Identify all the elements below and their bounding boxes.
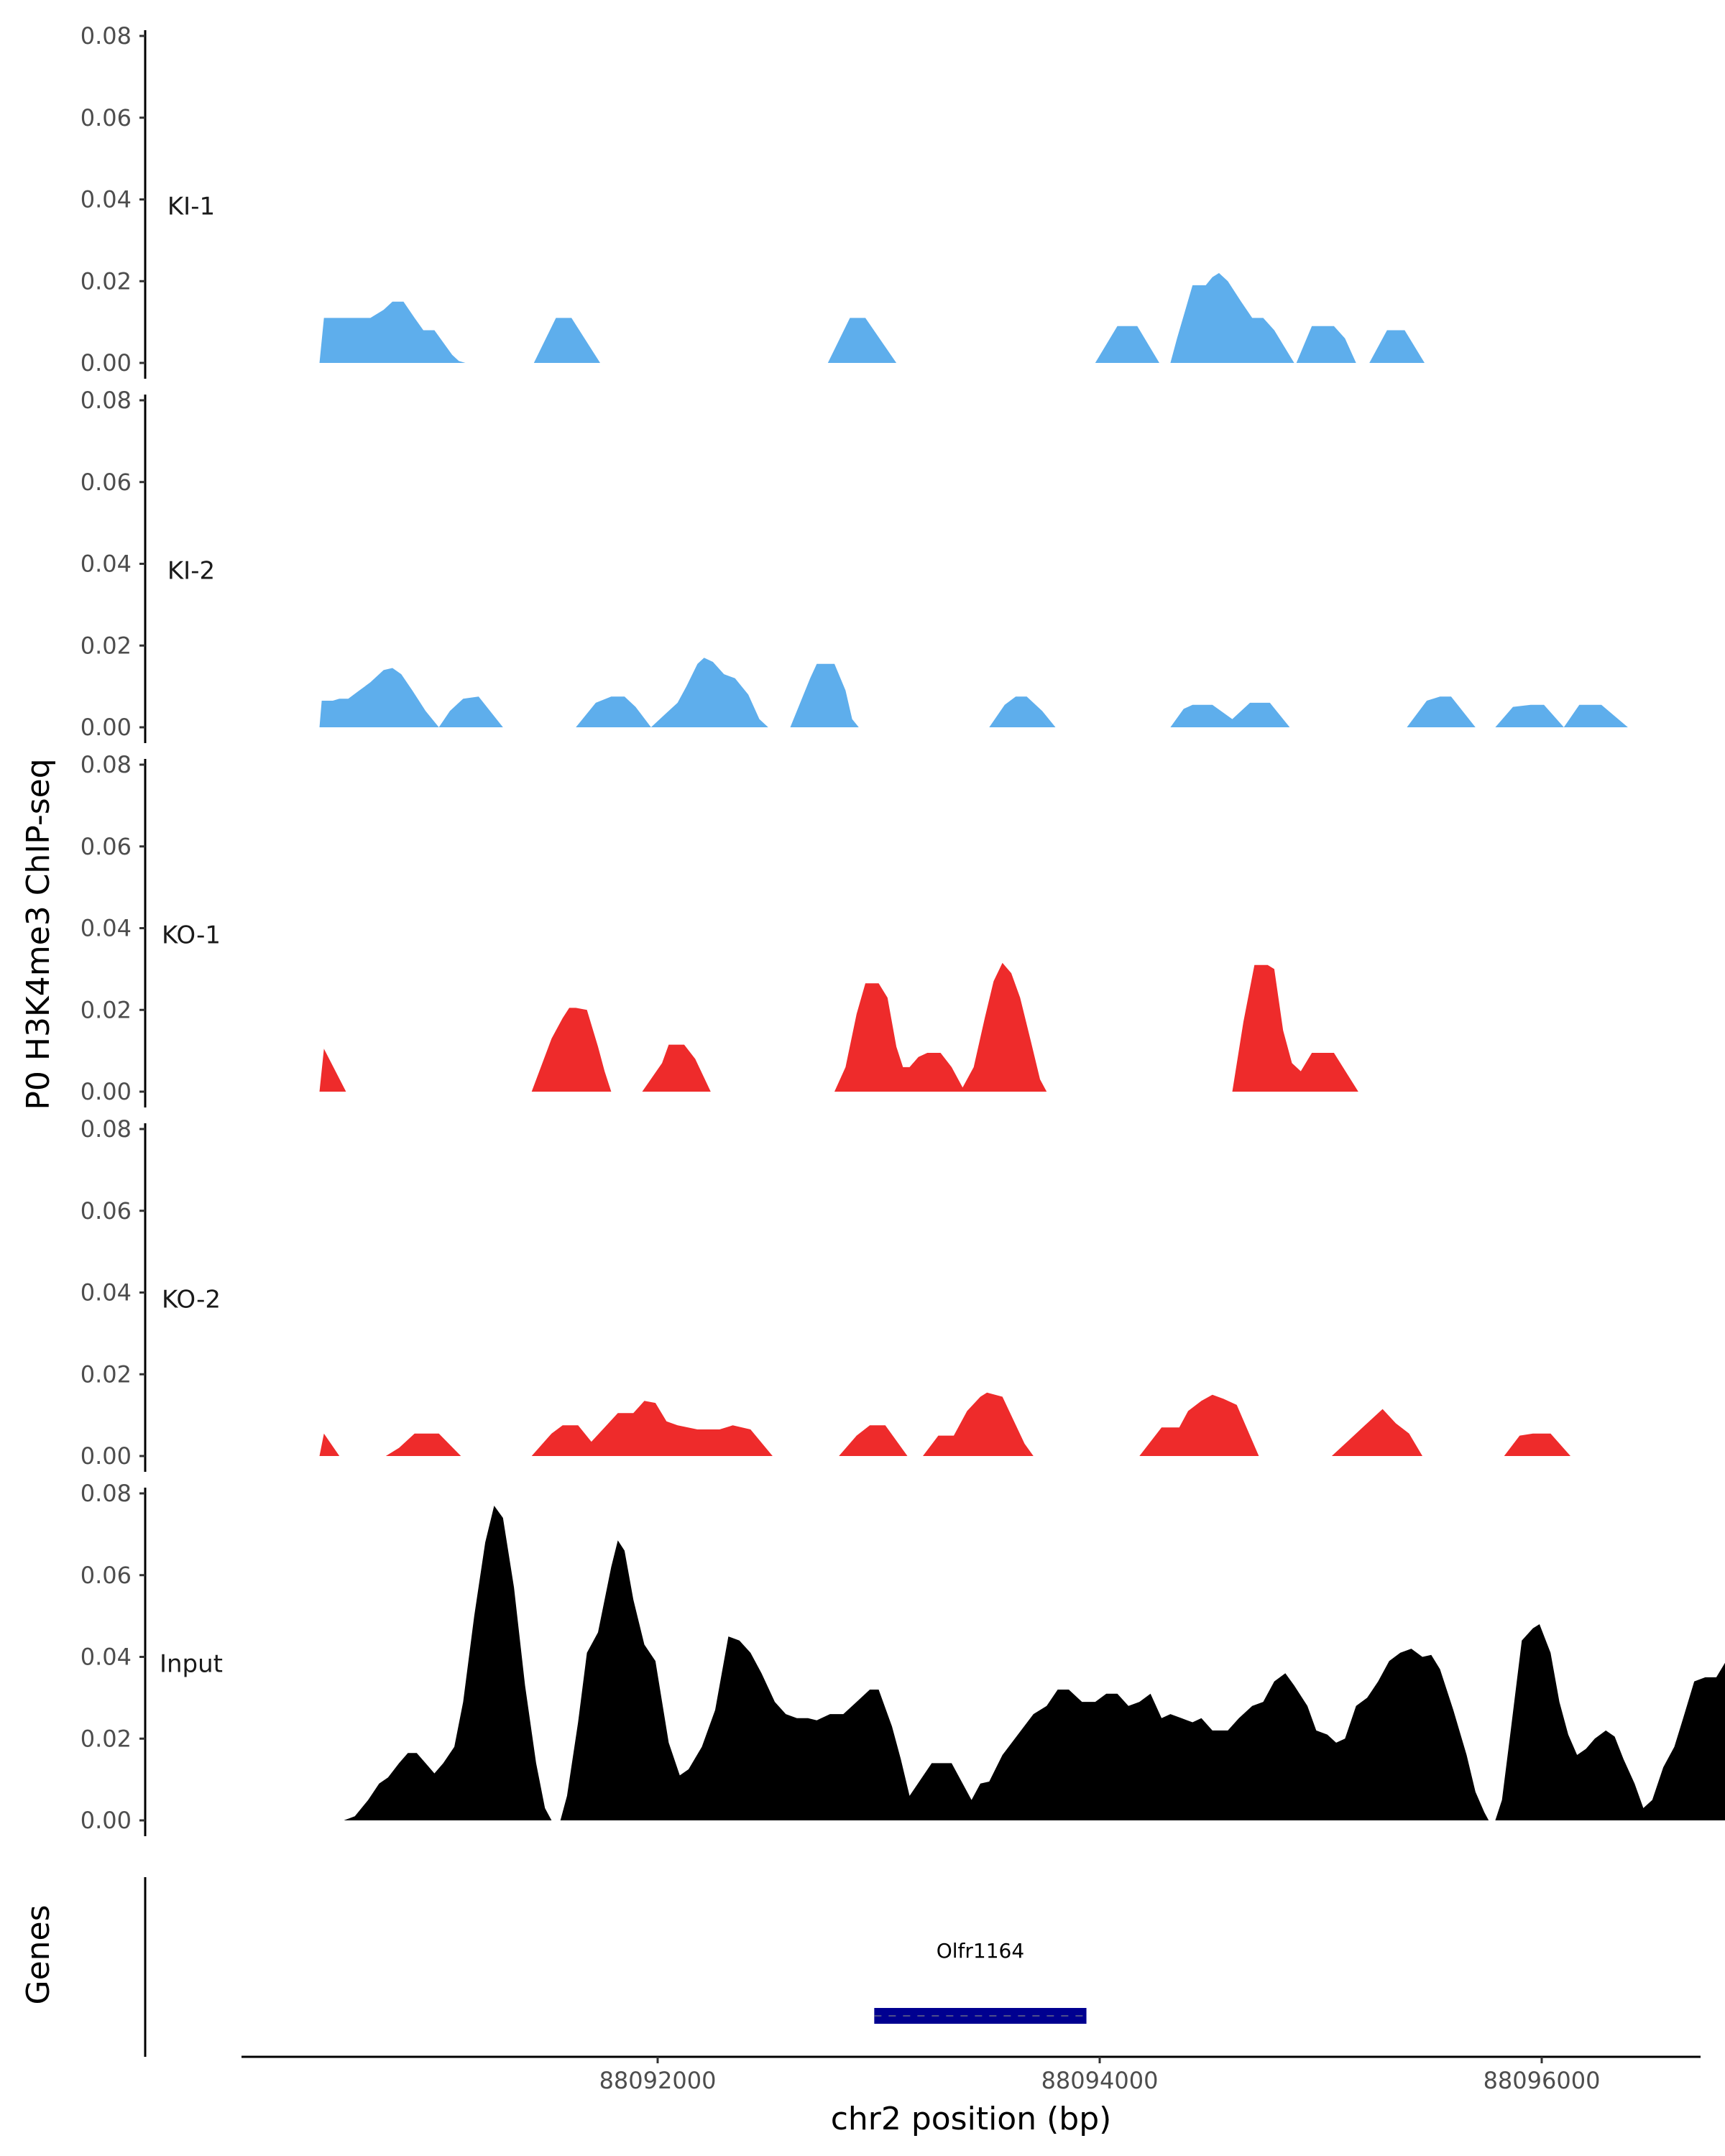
signal-peak [531, 1008, 612, 1092]
genes-track-title: Genes [20, 1904, 57, 2004]
x-tick-label: 88096000 [1484, 2067, 1601, 2094]
track-label: KO-1 [162, 921, 221, 950]
y-tick-label: 0.04 [80, 186, 132, 213]
track-ko-2: 0.00 0.02 0.04 0.06 0.08 KO-2 [80, 1115, 1570, 1472]
y-tick-label: 0.00 [80, 1807, 132, 1834]
signal-peak [1296, 326, 1356, 363]
signal-peak [989, 696, 1056, 727]
y-tick-label: 0.00 [80, 349, 132, 377]
gene-track: Olfr1164 [874, 1939, 1087, 2024]
signal-peak [1495, 704, 1628, 727]
track-label: Input [160, 1650, 223, 1679]
x-axis-title: chr2 position (bp) [831, 2101, 1112, 2137]
signal-peak [385, 1433, 461, 1456]
y-tick-label: 0.02 [80, 267, 132, 295]
y-tick-label: 0.04 [80, 1279, 132, 1307]
signal-peak [319, 668, 503, 727]
track-input: 0.00 0.02 0.04 0.06 0.08 Input [80, 1480, 1725, 1836]
y-tick-label: 0.06 [80, 104, 132, 132]
track-label: KO-2 [162, 1286, 221, 1314]
y-tick-label: 0.08 [80, 751, 132, 778]
signal-peak [1504, 1433, 1570, 1456]
y-tick-label: 0.04 [80, 915, 132, 942]
signal-peak [344, 1506, 552, 1820]
signal-peak [1232, 964, 1358, 1092]
x-tick-label: 88092000 [599, 2067, 717, 2094]
y-tick-label: 0.00 [80, 714, 132, 741]
signal-peak [533, 318, 600, 363]
y-tick-label: 0.00 [80, 1442, 132, 1470]
gene-label: Olfr1164 [937, 1939, 1024, 1963]
track-ko-1: 0.00 0.02 0.04 0.06 0.08 KO-1 [80, 751, 1358, 1107]
signal-peak [642, 1044, 711, 1092]
y-tick-label: 0.08 [80, 387, 132, 414]
signal-peak [1170, 272, 1294, 363]
signal-peak [1407, 696, 1476, 727]
y-tick-label: 0.02 [80, 996, 132, 1023]
track-label: KI-1 [167, 193, 215, 221]
signal-peak [923, 1392, 1034, 1456]
signal-peak [531, 1401, 773, 1456]
y-tick-label: 0.02 [80, 632, 132, 659]
signal-tracks: 0.00 0.02 0.04 0.06 0.08 KI-1 0.00 0.02 0.04 0.06… [80, 22, 1725, 1836]
y-tick-label: 0.02 [80, 1725, 132, 1752]
signal-peak [1170, 702, 1290, 727]
track-ki-1: 0.00 0.02 0.04 0.06 0.08 KI-1 [80, 22, 1425, 379]
signal-peak [790, 663, 859, 727]
signal-peak [1139, 1394, 1259, 1456]
y-axis-title: P0 H3K4me3 ChIP-seq [20, 758, 57, 1110]
signal-peak [319, 301, 466, 363]
signal-peak [1331, 1409, 1422, 1456]
y-tick-label: 0.02 [80, 1360, 132, 1388]
x-axis-ticks: 88092000 88094000 88096000 [599, 2057, 1601, 2094]
y-tick-label: 0.06 [80, 833, 132, 860]
signal-peak [1369, 330, 1425, 363]
signal-peak [576, 658, 768, 727]
y-tick-label: 0.06 [80, 1197, 132, 1225]
signal-peak [827, 318, 897, 363]
y-tick-label: 0.08 [80, 22, 132, 50]
track-ki-2: 0.00 0.02 0.04 0.06 0.08 KI-2 [80, 387, 1628, 743]
signal-peak [319, 1049, 346, 1092]
y-tick-label: 0.00 [80, 1078, 132, 1105]
signal-peak [1495, 1624, 1725, 1820]
signal-peak [560, 1540, 1489, 1820]
y-tick-label: 0.06 [80, 1562, 132, 1589]
y-tick-label: 0.04 [80, 550, 132, 578]
track-label: KI-2 [167, 557, 215, 586]
signal-peak [834, 962, 1047, 1092]
y-tick-label: 0.08 [80, 1115, 132, 1143]
signal-peak [1095, 326, 1159, 363]
y-tick-label: 0.04 [80, 1644, 132, 1671]
signal-peak [839, 1425, 908, 1456]
y-tick-label: 0.06 [80, 469, 132, 496]
signal-peak [319, 1433, 340, 1456]
y-tick-label: 0.08 [80, 1480, 132, 1507]
x-tick-label: 88094000 [1041, 2067, 1159, 2094]
